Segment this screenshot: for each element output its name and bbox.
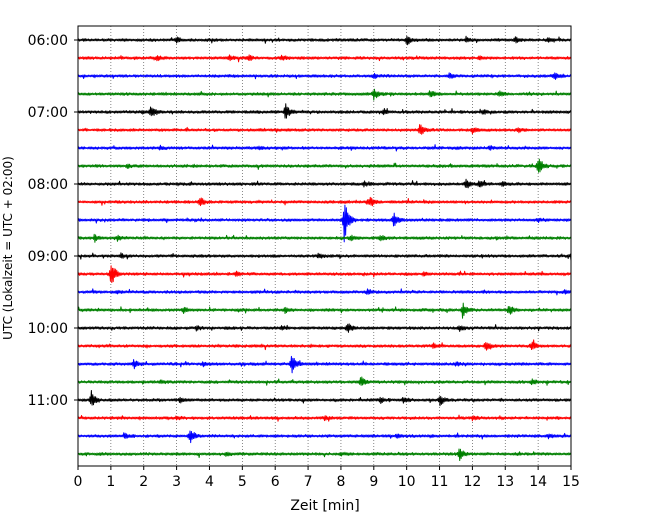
trace-0830 — [77, 204, 572, 243]
x-axis-label: Zeit [min] — [290, 498, 359, 514]
trace-1015 — [77, 339, 572, 351]
x-tick-label: 1 — [106, 474, 115, 490]
trace-0745 — [77, 158, 572, 173]
trace-1045 — [77, 376, 572, 386]
x-tick-label: 15 — [562, 474, 580, 490]
x-tick-label: 9 — [369, 474, 378, 490]
x-tick-label: 3 — [172, 474, 181, 490]
trace-0945 — [77, 302, 572, 319]
y-tick-label: 10:00 — [28, 321, 68, 337]
trace-1145 — [77, 448, 572, 462]
x-tick-label: 13 — [496, 474, 514, 490]
x-tick-label: 7 — [304, 474, 313, 490]
plot-frame — [77, 25, 572, 467]
y-axis-label: UTC (Lokalzeit = UTC + 02:00) — [1, 156, 15, 340]
trace-0930 — [77, 288, 572, 296]
trace-1130 — [77, 430, 572, 444]
trace-0800 — [77, 178, 572, 189]
trace-0730 — [77, 144, 572, 152]
x-tick-label: 6 — [271, 474, 280, 490]
trace-0630 — [77, 72, 572, 80]
x-tick-label: 11 — [431, 474, 449, 490]
y-tick-label: 08:00 — [28, 177, 68, 193]
x-tick-label: 4 — [205, 474, 214, 490]
traces — [77, 35, 572, 462]
trace-1100 — [77, 389, 572, 407]
trace-1030 — [77, 355, 572, 374]
y-tick-label: 07:00 — [28, 105, 68, 121]
y-axis: 06:00 07:00 08:00 09:00 10:00 11:00 — [28, 33, 78, 409]
x-tick-label: 10 — [398, 474, 416, 490]
trace-0645 — [77, 88, 572, 101]
y-tick-label: 11:00 — [28, 393, 68, 409]
y-tick-label: 06:00 — [28, 33, 68, 49]
trace-1000 — [77, 323, 572, 333]
x-axis: 0 1 2 3 4 5 6 7 8 9 10 11 12 13 14 15 — [74, 466, 580, 490]
x-tick-label: 8 — [336, 474, 345, 490]
x-tick-label: 2 — [139, 474, 148, 490]
trace-0900 — [77, 252, 572, 261]
trace-0615 — [77, 54, 572, 63]
trace-0845 — [77, 233, 572, 243]
trace-0700 — [77, 103, 572, 119]
trace-0815 — [77, 196, 572, 207]
trace-0600 — [77, 35, 572, 46]
x-tick-label: 5 — [238, 474, 247, 490]
x-tick-label: 0 — [74, 474, 83, 490]
trace-0715 — [77, 124, 572, 135]
trace-1115 — [77, 414, 572, 422]
y-tick-label: 09:00 — [28, 249, 68, 265]
x-tick-label: 14 — [529, 474, 547, 490]
x-tick-label: 12 — [463, 474, 481, 490]
trace-0915 — [77, 265, 572, 284]
